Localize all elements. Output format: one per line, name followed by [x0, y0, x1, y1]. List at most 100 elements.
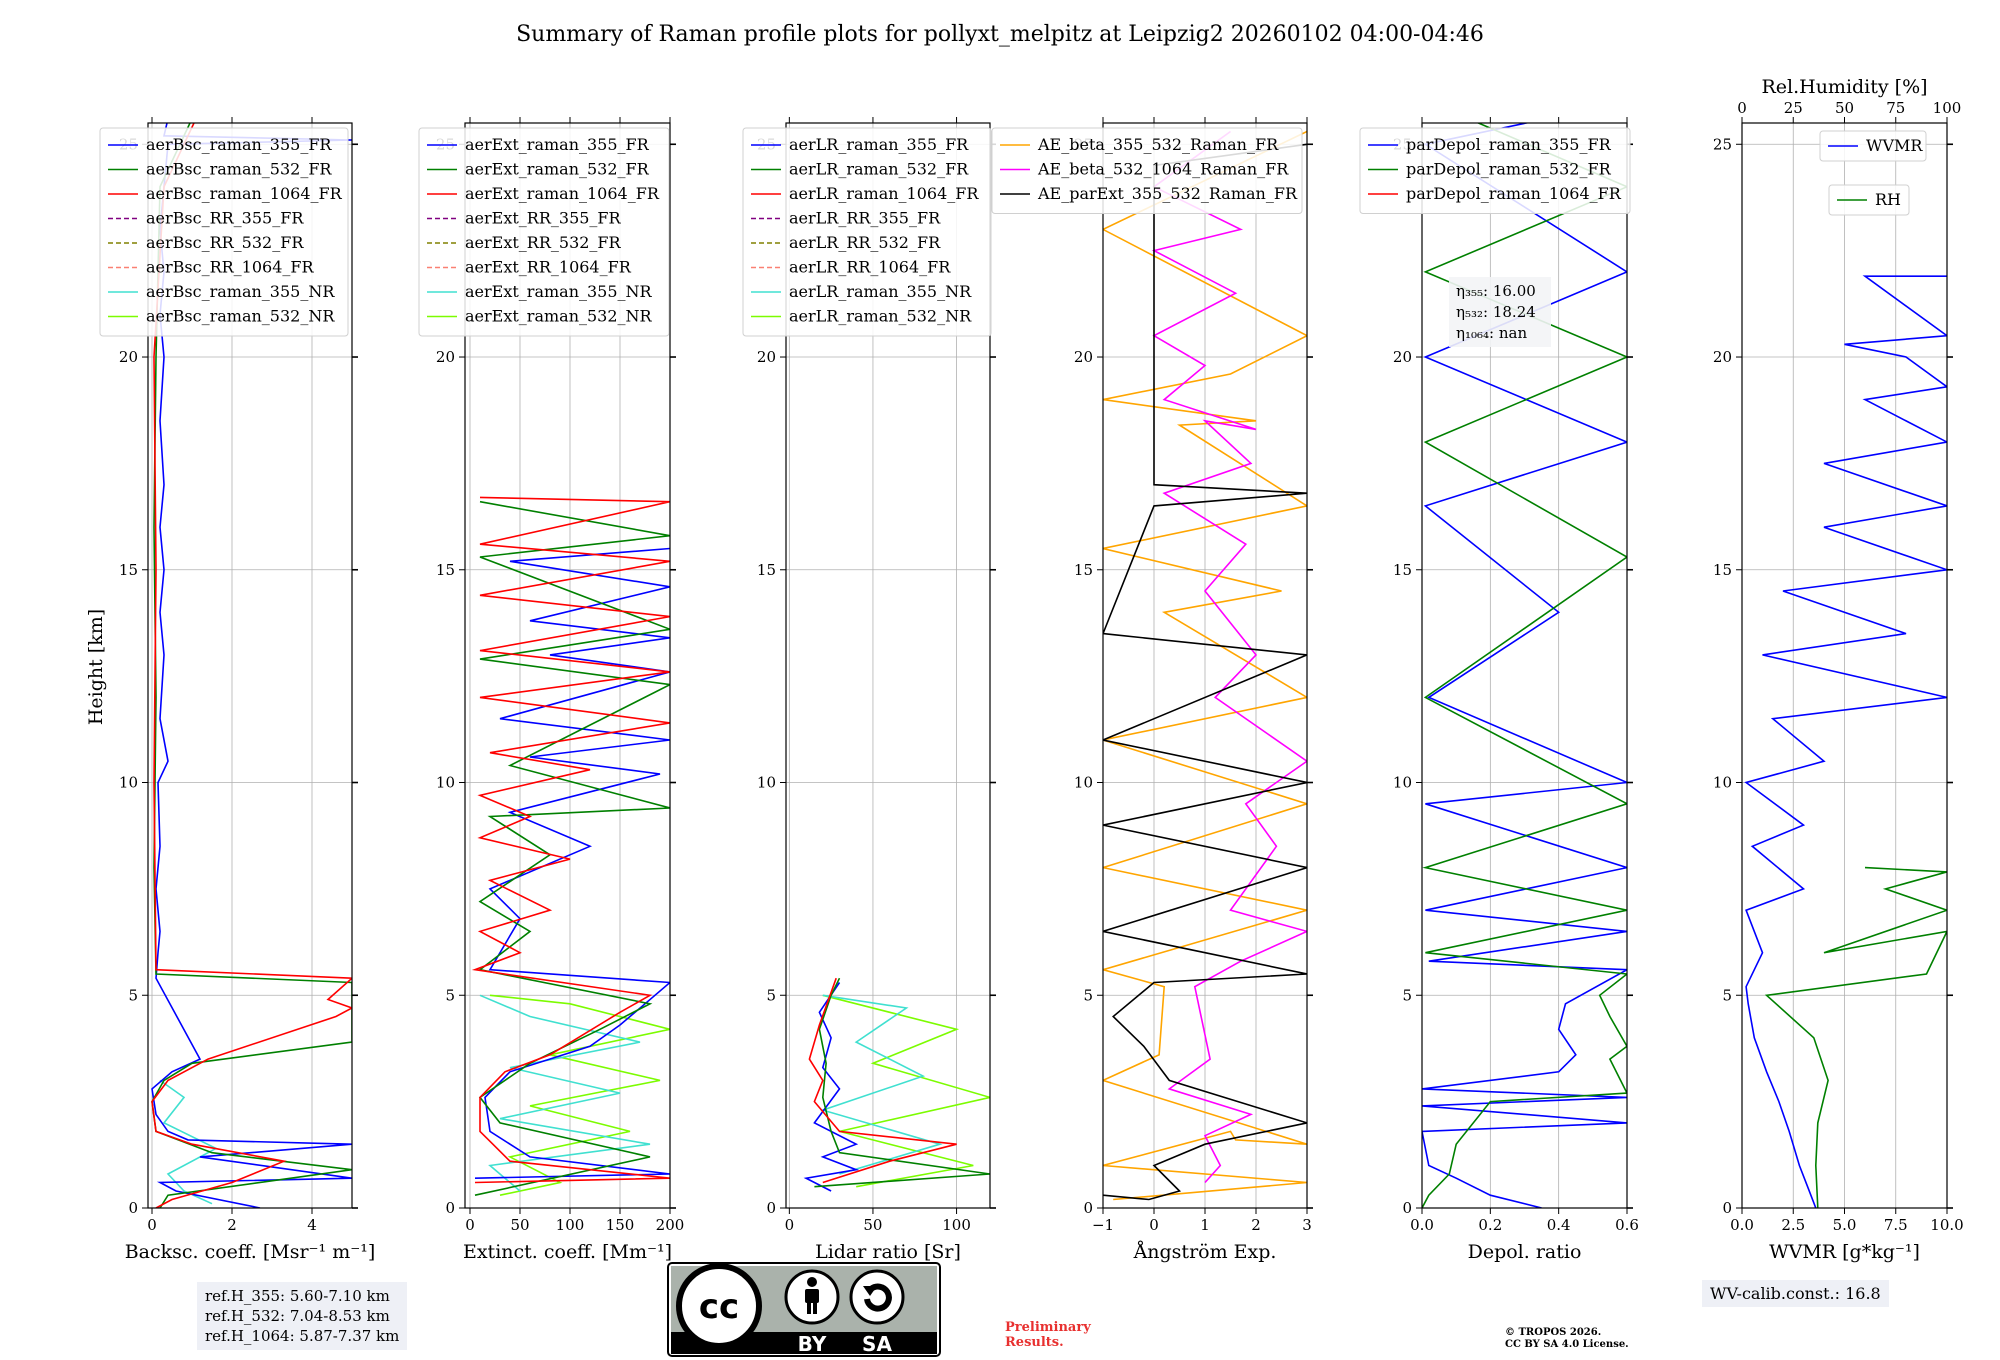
x-tick-label: 4: [307, 1216, 317, 1234]
x-axis-label: Ångström Exp.: [1133, 1241, 1277, 1263]
annotation-text: η₁₀₆₄: nan: [1456, 324, 1527, 342]
y-tick-label: 5: [128, 986, 138, 1004]
series-aerExt_raman_1064_FR: [471, 496, 670, 1184]
top-x-tick-label: 50: [1835, 99, 1854, 117]
y-tick-label: 5: [1402, 986, 1412, 1004]
x-tick-label: 100: [942, 1216, 971, 1234]
legend-label: aerExt_raman_355_FR: [465, 135, 650, 154]
legend-label: aerExt_raman_532_FR: [465, 160, 650, 179]
y-axis-label: Height [km]: [85, 609, 107, 725]
legend-label: aerLR_RR_532_FR: [789, 233, 941, 252]
y-tick-label: 15: [1713, 561, 1732, 579]
cc-text: cc: [699, 1287, 739, 1327]
legend-label: AE_beta_355_532_Raman_FR: [1037, 135, 1279, 154]
series-RH: [1764, 866, 1947, 1208]
panel-depol: 0.00.20.40.60510152025Depol. ratioparDep…: [1359, 117, 1639, 1263]
series-aerLR_raman_532_FR: [814, 977, 990, 1188]
legend-label: aerExt_raman_355_NR: [465, 282, 653, 301]
y-tick-label: 0: [766, 1199, 776, 1217]
legend-label: aerBsc_raman_532_FR: [146, 160, 332, 179]
legend-label: aerLR_raman_532_FR: [789, 160, 969, 179]
x-tick-label: 2: [227, 1216, 237, 1234]
y-tick-label: 5: [1722, 986, 1732, 1004]
legend-label: aerExt_RR_355_FR: [465, 209, 622, 228]
legend-label: aerBsc_RR_532_FR: [146, 233, 304, 252]
x-tick-label: 0.2: [1478, 1216, 1502, 1234]
y-tick-label: 25: [1713, 135, 1732, 153]
axes-frame: [147, 122, 353, 1209]
sa-share-alike-icon: [849, 1269, 905, 1325]
legend-label: aerLR_raman_1064_FR: [789, 184, 979, 203]
x-tick-label: 0: [465, 1216, 475, 1234]
legend-label: parDepol_raman_532_FR: [1406, 160, 1612, 179]
x-tick-label: 100: [556, 1216, 585, 1234]
series-aerExt_raman_532_FR: [474, 500, 670, 1196]
y-tick-label: 15: [757, 561, 776, 579]
y-tick-label: 0: [445, 1199, 455, 1217]
y-tick-label: 0: [1722, 1199, 1732, 1217]
x-tick-label: 2: [1251, 1216, 1261, 1234]
cc-icon: [676, 1263, 762, 1349]
depol-eta-annotations: η₃₅₅: 16.00 η₅₃₂: 18.24 η₁₀₆₄: nan: [1449, 277, 1551, 347]
y-tick-label: 10: [119, 774, 138, 792]
y-tick-label: 20: [436, 348, 455, 366]
series-AE_beta_532_1064_Raman_FR: [1151, 130, 1307, 1184]
x-tick-label: 150: [606, 1216, 635, 1234]
legend-label: parDepol_raman_1064_FR: [1406, 184, 1622, 203]
x-tick-label: 0.0: [1410, 1216, 1434, 1234]
y-tick-label: 0: [1083, 1199, 1093, 1217]
x-tick-label: 0.6: [1615, 1216, 1639, 1234]
x-tick-label: 3: [1302, 1216, 1312, 1234]
y-tick-label: 15: [1393, 561, 1412, 579]
wv-calibration-box: WV-calib.const.: 16.8: [1702, 1280, 1889, 1307]
top-x-tick-label: 100: [1933, 99, 1962, 117]
y-tick-label: 5: [1083, 986, 1093, 1004]
y-tick-label: 5: [766, 986, 776, 1004]
legend-label: aerLR_raman_532_NR: [789, 307, 972, 326]
copyright-note: © TROPOS 2026. CC BY SA 4.0 License.: [1505, 1327, 1685, 1351]
legend-label: aerBsc_RR_1064_FR: [146, 258, 315, 277]
y-tick-label: 0: [1402, 1199, 1412, 1217]
y-tick-label: 0: [128, 1199, 138, 1217]
x-axis-label: Backsc. coeff. [Msr⁻¹ m⁻¹]: [125, 1241, 376, 1263]
x-axis-label: WVMR [g*kg⁻¹]: [1769, 1241, 1920, 1263]
figure-title: Summary of Raman profile plots for polly…: [516, 22, 1484, 47]
y-tick-label: 15: [1074, 561, 1093, 579]
annotation-box: [1449, 277, 1551, 347]
panel-lr: 0501000510152025Lidar ratio [Sr]aerLR_ra…: [742, 117, 996, 1263]
legend-label: aerLR_raman_355_NR: [789, 282, 972, 301]
series-parDepol_raman_532_FR: [1422, 123, 1627, 1208]
series-aerBsc_raman_1064_FR: [151, 123, 352, 1208]
legend-label: aerBsc_RR_355_FR: [146, 209, 304, 228]
legend-label: aerLR_RR_355_FR: [789, 209, 941, 228]
series-aerLR_raman_532_NR: [822, 994, 990, 1188]
series-WVMR: [1744, 275, 1947, 1208]
legend-box: [418, 127, 670, 337]
reference-heights-box: ref.H_355: 5.60-7.10 km ref.H_532: 7.04-…: [197, 1282, 408, 1350]
y-tick-label: 20: [1713, 348, 1732, 366]
panel-wv: 0.0 2.5 5.0 7.5 10.0 0 5 10 15 20 25 WVMR [g*kg⁻¹] 0…: [1713, 76, 1964, 1263]
x-tick-label: 7.5: [1884, 1216, 1908, 1234]
legend-box: [1828, 184, 1910, 216]
legend-WVMR: WVMR: [1819, 130, 1927, 162]
x-tick-label: 0: [785, 1216, 795, 1234]
preliminary-results-note: Preliminary Results.: [1005, 1320, 1125, 1350]
preliminary-line-2: Results.: [1005, 1335, 1064, 1350]
y-tick-label: 20: [1074, 348, 1093, 366]
legend-label: parDepol_raman_355_FR: [1406, 135, 1612, 154]
y-tick-label: 20: [119, 348, 138, 366]
legend-label: aerBsc_raman_355_FR: [146, 135, 332, 154]
ref-height-532: ref.H_532: 7.04-8.53 km: [205, 1307, 390, 1325]
x-tick-label: 0.4: [1547, 1216, 1571, 1234]
series-parDepol_raman_355_FR: [1422, 123, 1627, 1208]
y-tick-label: 10: [436, 774, 455, 792]
legend-box: [1819, 130, 1927, 162]
x-tick-label: 5.0: [1833, 1216, 1857, 1234]
series-aerLR_raman_355_NR: [820, 994, 943, 1175]
legend-depol: parDepol_raman_355_FR parDepol_raman_532_…: [1359, 127, 1631, 214]
top-x-tick-label: 75: [1886, 99, 1905, 117]
legend-label: AE_parExt_355_532_Raman_FR: [1037, 184, 1298, 203]
x-axis-label: Extinct. coeff. [Mm⁻¹]: [463, 1241, 672, 1263]
legend-ae: AE_beta_355_532_Raman_FR AE_beta_532_1064…: [991, 127, 1303, 214]
y-tick-label: 5: [445, 986, 455, 1004]
